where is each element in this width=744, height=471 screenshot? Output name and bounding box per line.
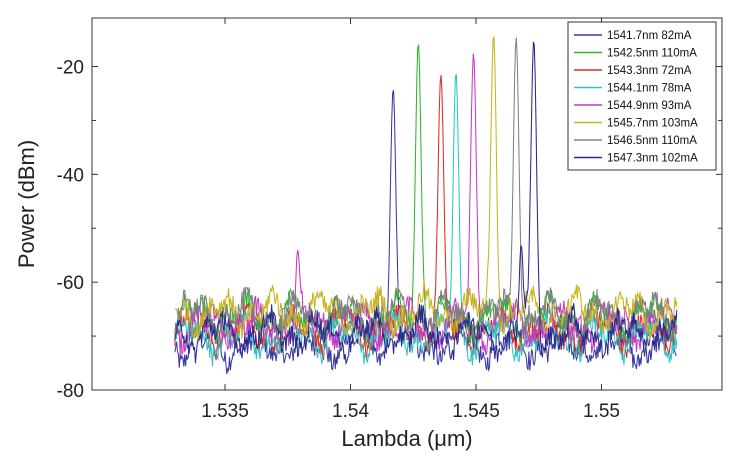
y-tick-label: -20 [57, 58, 84, 79]
x-tick-label: 1.55 [583, 401, 620, 422]
y-tick-label: -60 [57, 273, 84, 294]
legend-entry: 1545.7nm 103mA [607, 118, 698, 130]
series-line-8 [174, 41, 678, 366]
legend-entry: 1543.3nm 72mA [607, 65, 692, 77]
x-tick-label: 1.535 [201, 401, 249, 422]
x-tick-label: 1.545 [452, 401, 500, 422]
legend: 1541.7nm 82mA 1542.5nm 110mA 1543.3nm 72mA… [567, 21, 717, 171]
y-tick-label: -40 [57, 165, 84, 186]
legend-entry: 1547.3nm 102mA [607, 153, 698, 165]
series-line-4 [174, 73, 678, 367]
x-tick-label: 1.54 [332, 401, 369, 422]
y-axis-title: Power (dBm) [14, 140, 39, 268]
legend-entry: 1542.5nm 110mA [607, 48, 697, 60]
legend-entry: 1544.9nm 93mA [607, 100, 692, 112]
legend-entry: 1544.1nm 78mA [607, 83, 692, 95]
series-line-6 [174, 36, 678, 343]
legend-box [567, 21, 717, 171]
axes: 1.535 1.54 1.545 1.55 -80 -60 -40 -20 [57, 17, 723, 422]
plot-frame [91, 17, 723, 391]
x-axis-title: Lambda (μm) [341, 426, 472, 451]
legend-entry: 1541.7nm 82mA [607, 30, 692, 42]
legend-entry: 1546.5nm 110mA [607, 135, 697, 147]
y-tick-label: -80 [57, 381, 84, 402]
plot-area [174, 36, 678, 375]
